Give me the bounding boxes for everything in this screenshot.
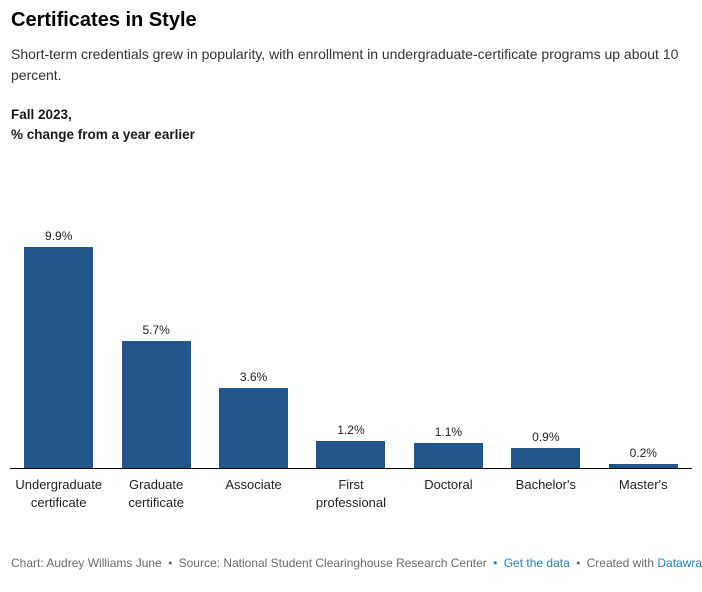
x-axis-label: Master's [618,477,668,492]
x-axis-labels: Undergraduate certificate Graduate certif… [10,469,692,511]
bar-value-label: 0.2% [629,446,657,460]
bar-column: 1.2% [302,228,399,468]
notes-line-1: Fall 2023, [11,107,72,122]
footer: Chart: Audrey Williams June • Source: Na… [11,556,702,570]
plot-area: 9.9% 5.7% 3.6% 1.2% 1.1% 0.9% 0.2% [10,228,692,469]
bar-column: 1.1% [400,228,497,468]
bar [511,448,581,468]
chart-description: Short-term credentials grew in popularit… [11,46,679,83]
bar [413,443,483,468]
x-axis-label: Undergraduate certificate [15,477,103,510]
separator-dot: • [168,556,173,570]
bar-column: 3.6% [205,228,302,468]
source-credit: Source: National Student Clearinghouse R… [178,556,487,570]
x-axis-label: Graduate certificate [128,477,184,510]
bar-value-label: 0.9% [532,430,560,444]
chart-header: Certificates in Style Short-term credent… [0,0,702,146]
separator-dot: • [493,556,498,570]
chart-notes: Fall 2023, % change from a year earlier [11,105,691,146]
bar [608,464,678,468]
bar-column: 0.2% [595,228,692,468]
created-with-text: Created with [586,556,655,570]
bar-value-label: 9.9% [45,229,73,243]
bar-value-label: 1.1% [434,425,463,439]
x-axis-label: Associate [225,477,282,492]
bar-value-label: 1.2% [337,423,365,437]
x-axis-label: Doctoral [424,477,473,492]
bar-column: 0.9% [497,228,594,468]
bar-value-label: 5.7% [142,323,170,337]
bar [121,341,191,468]
bar-chart: 9.9% 5.7% 3.6% 1.2% 1.1% 0.9% 0.2% Undergradua… [10,228,692,511]
bar-column: 9.9% [10,228,107,468]
get-the-data-link[interactable]: Get the data [503,556,570,570]
bar-column: 5.7% [107,228,204,468]
chart-credit: Chart: Audrey Williams June [11,556,162,570]
bar [316,441,386,468]
x-axis-label: Bachelor's [515,477,576,492]
bar [219,388,289,468]
x-axis-label: First professional [315,477,387,510]
bar-value-label: 3.6% [239,370,268,384]
bar [24,247,94,468]
separator-dot: • [576,556,581,570]
datawrapper-link[interactable]: Datawrapper [657,556,702,570]
notes-line-2: % change from a year earlier [11,127,195,143]
chart-title: Certificates in Style [11,9,197,31]
